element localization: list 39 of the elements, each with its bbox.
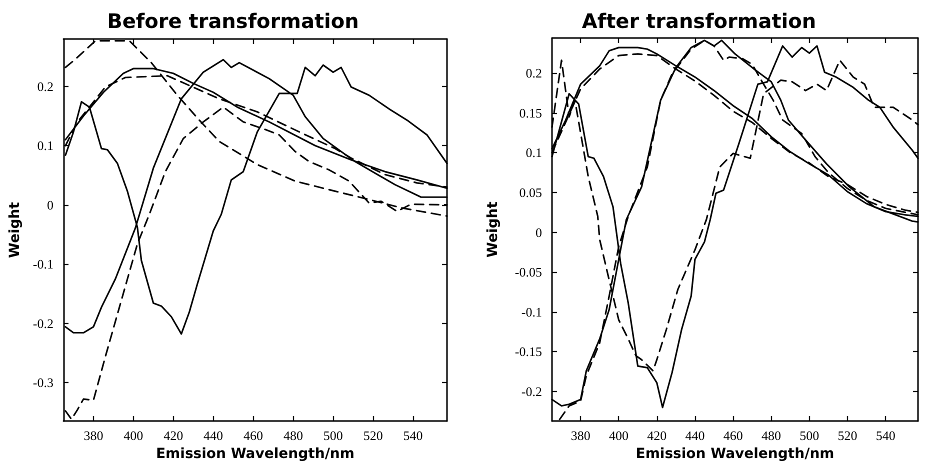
y-tick-label: 0 — [46, 197, 54, 212]
y-tick-label: 0.1 — [526, 145, 542, 160]
x-tick-label: 520 — [363, 428, 383, 443]
y-axis-title: Weight — [7, 202, 23, 258]
x-tick-label: 480 — [761, 428, 781, 443]
y-tick-label: -0.05 — [514, 264, 542, 280]
x-tick-label: 460 — [723, 428, 743, 443]
y-tick-label: -0.2 — [32, 316, 54, 331]
y-tick-label: -0.1 — [32, 256, 54, 272]
x-tick-label: 480 — [283, 428, 303, 443]
y-tick-label: 0 — [536, 224, 542, 240]
y-tick-label: 0.1 — [37, 138, 54, 154]
y-tick-label: 0.2 — [37, 78, 54, 94]
x-axis-title: Emission Wavelength/nm — [636, 446, 834, 462]
x-axis-title: Emission Wavelength/nm — [156, 446, 354, 462]
x-tick-label: 380 — [84, 428, 104, 443]
x-tick-label: 540 — [876, 428, 896, 443]
x-tick-label: 400 — [608, 428, 628, 443]
y-tick-label: 0.15 — [519, 105, 542, 120]
y-tick-label: -0.15 — [514, 344, 542, 360]
x-tick-label: 520 — [838, 428, 858, 443]
x-tick-label: 540 — [403, 428, 423, 443]
x-tick-label: 380 — [570, 428, 590, 443]
chart-title: Before transformation — [107, 9, 359, 33]
x-tick-label: 440 — [204, 428, 224, 443]
x-tick-label: 420 — [164, 428, 184, 443]
x-tick-label: 500 — [800, 428, 820, 443]
y-tick-label: 0.05 — [519, 184, 542, 200]
y-tick-label: 0.2 — [526, 66, 542, 81]
y-tick-label: -0.2 — [521, 384, 542, 400]
y-tick-label: -0.1 — [521, 304, 542, 320]
x-tick-label: 460 — [243, 428, 263, 443]
x-tick-label: 500 — [323, 428, 343, 443]
x-tick-label: 420 — [647, 428, 667, 443]
x-tick-label: 440 — [685, 428, 705, 443]
chart-title: After transformation — [582, 9, 816, 33]
y-tick-label: -0.3 — [32, 375, 54, 390]
x-tick-label: 400 — [124, 428, 144, 443]
y-axis-title: Weight — [485, 201, 501, 258]
